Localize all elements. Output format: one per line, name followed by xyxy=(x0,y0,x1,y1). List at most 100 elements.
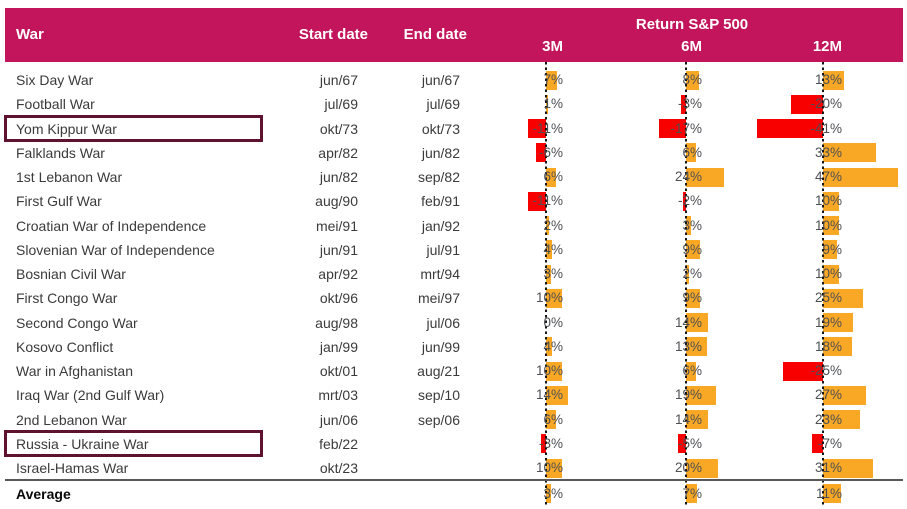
end-date: jun/99 xyxy=(421,338,460,355)
table-row: War in Afghanistan okt/01 aug/21 10% 6% -25% xyxy=(0,359,907,383)
end-date: jun/67 xyxy=(421,72,460,88)
zero-axis-12m xyxy=(822,62,824,506)
return-value-3m: 0% xyxy=(543,314,563,330)
average-label: Average xyxy=(16,485,71,502)
war-name: Iraq War (2nd Gulf War) xyxy=(16,387,165,404)
war-name: Six Day War xyxy=(16,72,94,88)
return-value-6m: 9% xyxy=(682,290,702,306)
start-date: aug/98 xyxy=(315,314,358,331)
return-value-6m: 3% xyxy=(682,217,702,233)
table-row: First Gulf War aug/90 feb/91 -11% -2% 10% xyxy=(0,189,907,213)
table-row: Bosnian Civil War apr/92 mrt/94 3% 2% 10% xyxy=(0,262,907,286)
return-bar-12m xyxy=(823,143,876,163)
start-date: jan/99 xyxy=(319,338,358,355)
highlight-box xyxy=(4,115,263,142)
table-row: Football War jul/69 jul/69 1% -3% -20% xyxy=(0,92,907,116)
return-value-12m: 18% xyxy=(814,338,842,354)
war-name: War in Afghanistan xyxy=(16,363,133,379)
return-value-12m: 23% xyxy=(814,411,842,427)
end-date: jul/69 xyxy=(426,96,460,113)
end-date: sep/06 xyxy=(417,411,460,428)
return-bar-6m xyxy=(678,434,686,454)
return-bar-12m xyxy=(823,458,873,478)
return-bar-3m xyxy=(546,167,556,187)
return-value-3m: -11% xyxy=(532,193,563,209)
start-date: jul/69 xyxy=(324,96,358,113)
return-value-12m: -20% xyxy=(810,96,842,112)
start-date: jun/82 xyxy=(319,169,358,185)
start-date: mrt/03 xyxy=(318,387,358,404)
return-bar-3m xyxy=(528,119,546,138)
start-date: okt/01 xyxy=(319,363,358,379)
war-name: 2nd Lebanon War xyxy=(16,411,127,428)
return-bar-12m xyxy=(823,410,860,429)
return-bar-12m xyxy=(823,264,839,284)
table-row: Second Congo War aug/98 jul/06 0% 14% 19% xyxy=(0,311,907,335)
return-bar-6m xyxy=(686,240,701,260)
war-name: Yom Kippur War xyxy=(16,120,117,137)
return-bar-6m xyxy=(686,70,699,90)
table-row: Russia - Ukraine War feb/22 -3% -5% -7% xyxy=(0,430,907,458)
war-name: Football War xyxy=(16,96,95,113)
return-bar-12m xyxy=(823,240,838,260)
return-bar-3m xyxy=(528,191,546,211)
average-row: Average 3% 7% 11% xyxy=(0,482,907,506)
end-date: jul/91 xyxy=(426,241,460,258)
return-bar-12m xyxy=(823,385,867,405)
return-bar-12m xyxy=(823,313,854,332)
war-name: Second Congo War xyxy=(16,314,138,331)
war-name: Kosovo Conflict xyxy=(16,338,114,355)
return-value-3m: 2% xyxy=(543,217,563,233)
end-date: aug/21 xyxy=(417,363,460,379)
end-date: sep/82 xyxy=(417,169,460,185)
return-bar-6m xyxy=(686,385,717,405)
table-row: First Congo War okt/96 mei/97 10% 9% 25% xyxy=(0,286,907,310)
table-row: Croatian War of Independence mei/91 jan/92… xyxy=(0,214,907,238)
start-date: okt/23 xyxy=(319,460,358,476)
return-bar-6m xyxy=(658,119,686,138)
start-date: apr/92 xyxy=(318,266,358,282)
return-value-3m: -6% xyxy=(538,144,563,160)
return-bar-12m xyxy=(783,361,823,381)
return-bar-12m xyxy=(823,216,839,235)
return-value-6m: -2% xyxy=(677,193,702,209)
table-row: Kosovo Conflict jan/99 jun/99 4% 13% 18% xyxy=(0,335,907,359)
return-bar-3m xyxy=(546,288,562,308)
return-value-6m: -17% xyxy=(670,120,702,136)
return-bar-6m xyxy=(686,288,701,308)
return-value-3m: 4% xyxy=(543,338,563,354)
return-bar-3m xyxy=(546,458,562,478)
war-name: Croatian War of Independence xyxy=(16,217,207,234)
end-date: sep/10 xyxy=(417,387,460,404)
return-value-6m: 19% xyxy=(674,387,702,403)
return-value-6m: 13% xyxy=(674,338,702,354)
return-bar-6m xyxy=(686,361,696,381)
return-value-12m: 10% xyxy=(814,217,842,233)
return-value-12m: 13% xyxy=(814,72,842,87)
col-header-12m: 12M xyxy=(812,38,842,55)
return-value-6m: 8% xyxy=(682,72,702,87)
start-date: jun/67 xyxy=(319,72,358,88)
return-value-12m: 9% xyxy=(822,241,842,257)
return-value-3m: 14% xyxy=(535,387,563,403)
war-name: Slovenian War of Independence xyxy=(16,241,215,258)
return-bar-3m xyxy=(546,240,553,260)
return-bar-12m xyxy=(823,70,844,90)
start-date: jun/91 xyxy=(319,241,358,258)
return-bar-12m xyxy=(791,94,823,114)
col-header-3m: 3M xyxy=(542,38,563,55)
return-value-3m: 3% xyxy=(543,266,563,281)
return-bar-6m xyxy=(686,143,696,163)
return-value-12m: 33% xyxy=(814,144,842,160)
return-bar-12m xyxy=(823,191,839,211)
col-header-6m: 6M xyxy=(681,38,702,55)
return-value-12m: 25% xyxy=(814,290,842,306)
table-row: Six Day War jun/67 jun/67 7% 8% 13% xyxy=(0,68,907,92)
col-header-return-group: Return S&P 500 xyxy=(635,16,749,33)
return-value-12m: 31% xyxy=(814,460,842,475)
table-row: Slovenian War of Independence jun/91 jul/9… xyxy=(0,238,907,262)
war-name: Russia - Ukraine War xyxy=(16,435,149,452)
col-header-end-date: End date xyxy=(403,26,467,43)
return-bar-12m xyxy=(757,119,823,138)
